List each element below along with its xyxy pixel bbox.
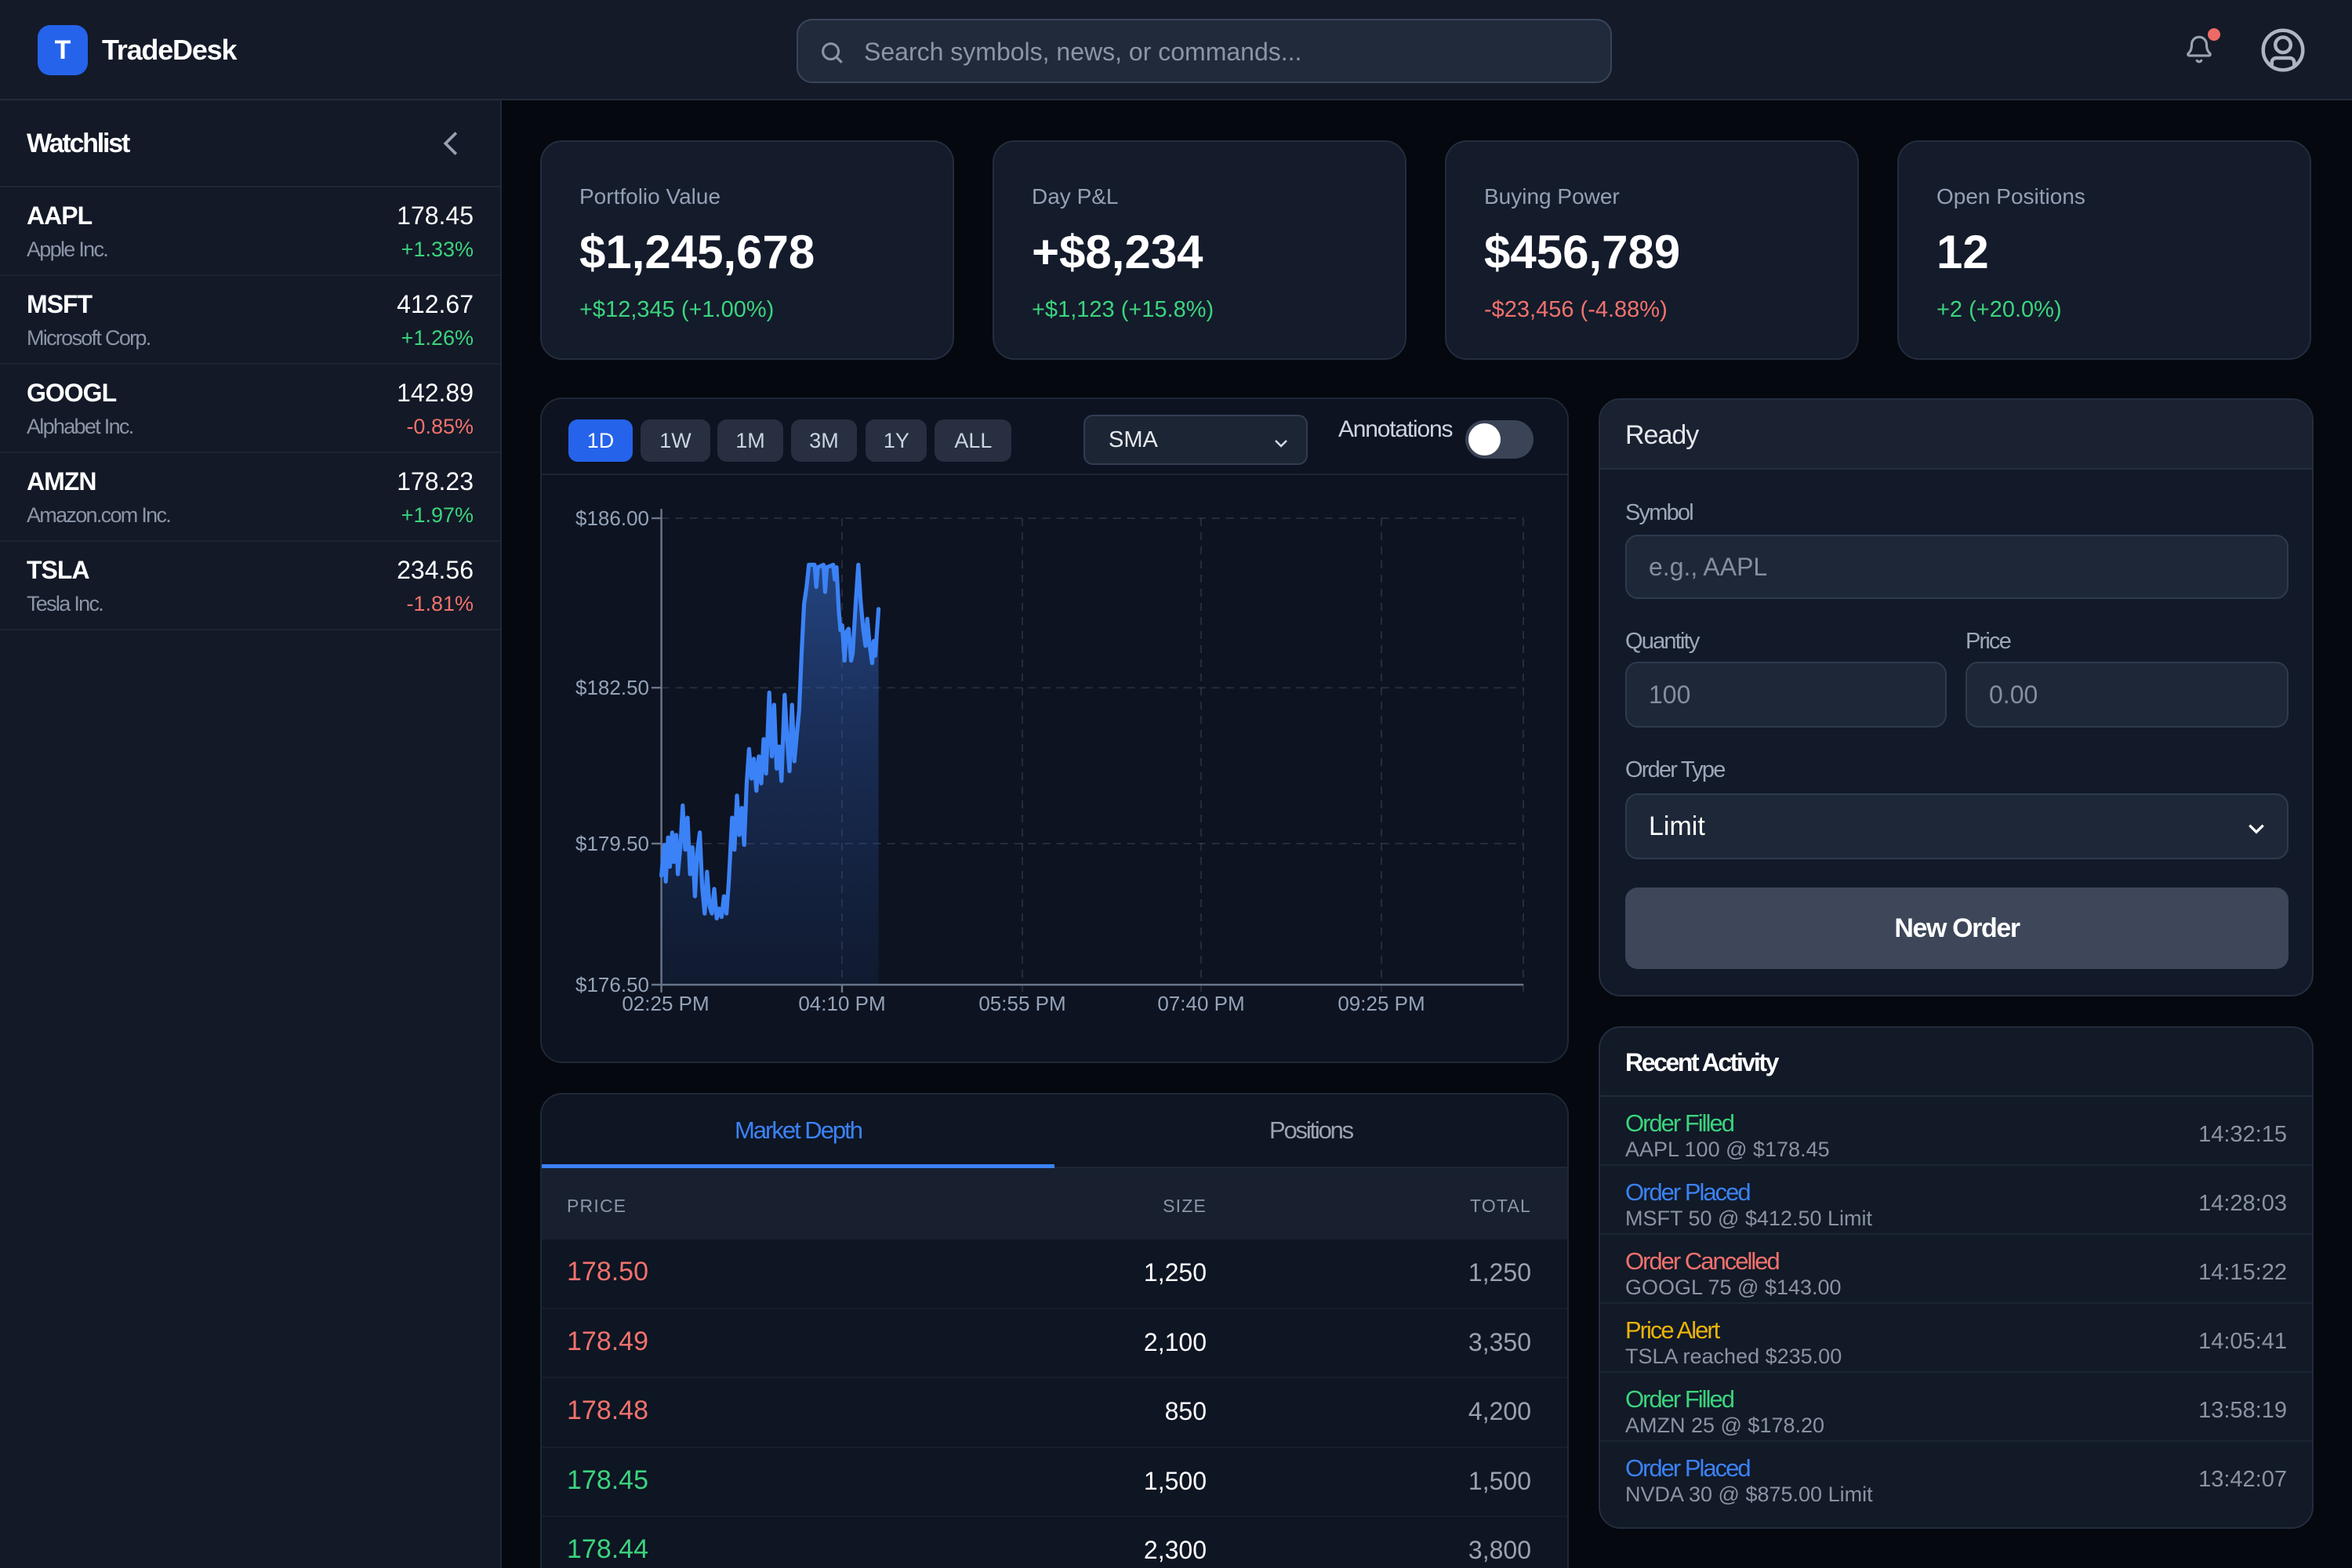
svg-text:$179.50: $179.50 bbox=[575, 832, 649, 855]
svg-text:$176.50: $176.50 bbox=[575, 973, 649, 996]
svg-text:05:55 PM: 05:55 PM bbox=[978, 992, 1065, 1015]
svg-text:07:40 PM: 07:40 PM bbox=[1157, 992, 1244, 1015]
svg-text:02:25 PM: 02:25 PM bbox=[622, 992, 709, 1015]
svg-text:$186.00: $186.00 bbox=[575, 506, 649, 530]
svg-text:04:10 PM: 04:10 PM bbox=[798, 992, 885, 1015]
svg-text:09:25 PM: 09:25 PM bbox=[1338, 992, 1425, 1015]
svg-text:$182.50: $182.50 bbox=[575, 676, 649, 699]
